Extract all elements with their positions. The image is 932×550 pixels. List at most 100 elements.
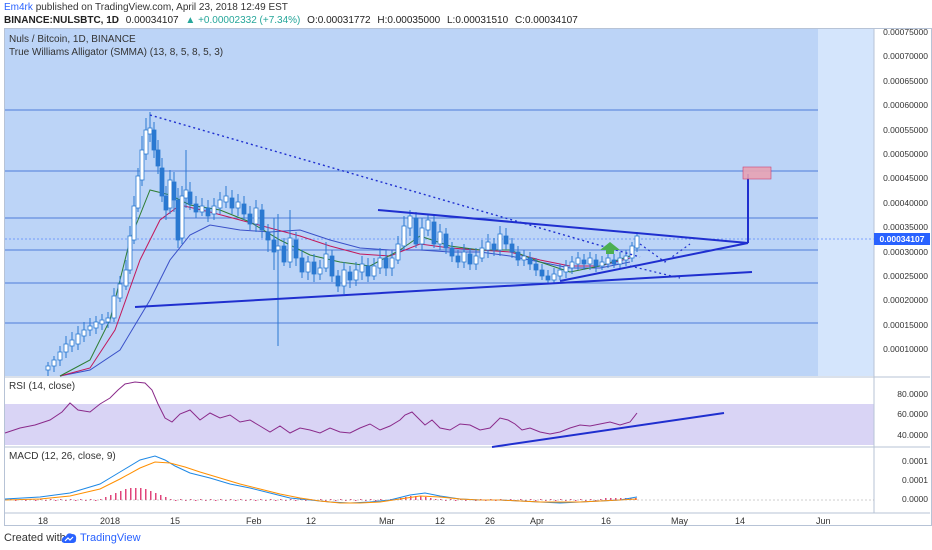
macd-hist-bar: [535, 500, 537, 501]
rsi-legend[interactable]: RSI (14, close): [9, 381, 76, 392]
macd-hist-bar: [295, 500, 297, 501]
macd-hist-bar: [55, 500, 57, 501]
candle-body: [569, 261, 575, 269]
macd-hist-bar: [270, 499, 272, 500]
publish-text: published on TradingView.com, April 23, …: [35, 2, 288, 13]
candle-body: [443, 233, 449, 249]
triangle-upper-line: [377, 209, 749, 244]
macd-hist-bar: [530, 499, 532, 500]
up-arrow-icon: [600, 242, 620, 254]
macd-hist-bar: [105, 497, 107, 500]
macd-hist-bar: [410, 496, 412, 500]
macd-hist-bar: [355, 500, 357, 501]
candle-body: [147, 127, 153, 135]
macd-legend[interactable]: MACD (12, 26, close, 9): [9, 451, 116, 462]
macd-hist-bar: [615, 498, 617, 500]
macd-hist-bar: [260, 499, 262, 500]
macd-hist-bar: [375, 500, 377, 501]
macd-hist-bar: [305, 500, 307, 501]
tradingview-brand-link[interactable]: TradingView: [80, 532, 141, 544]
rsi-axis-tick: 80.0000: [897, 389, 928, 399]
candle-body: [199, 205, 205, 213]
candle-body: [127, 235, 133, 271]
candle-body: [407, 215, 413, 229]
tradingview-logo-icon[interactable]: [60, 531, 78, 545]
triangle-lower-line: [559, 242, 749, 282]
candle-body: [467, 253, 473, 265]
candle-body: [401, 225, 407, 247]
publish-info: Em4rk published on TradingView.com, Apri…: [4, 2, 288, 13]
price-axis-tick: 0.00070000: [883, 51, 928, 62]
macd-hist-bar: [595, 500, 597, 501]
macd-hist-bar: [85, 500, 87, 501]
candle-body: [131, 205, 137, 241]
price-axis-tick: 0.00045000: [883, 173, 928, 184]
macd-hist-bar: [60, 499, 62, 500]
candle-body: [509, 243, 515, 253]
macd-hist-bar: [520, 499, 522, 500]
candle-body: [51, 359, 57, 367]
time-axis-tick: 12: [435, 516, 446, 526]
macd-hist-bar: [280, 499, 282, 500]
candle-body: [259, 209, 265, 231]
low-label: L:: [446, 15, 456, 26]
high-value: 0.00035000: [387, 15, 441, 26]
macd-hist-bar: [525, 500, 527, 501]
macd-signal-line: [4, 461, 638, 504]
macd-hist-bar: [155, 493, 157, 500]
candle-body: [359, 263, 365, 273]
candle-body: [69, 339, 75, 347]
macd-hist-bar: [35, 500, 37, 501]
macd-axis-tick: 0.0000: [902, 494, 928, 504]
candle-body: [587, 257, 593, 265]
candle-body: [271, 239, 277, 253]
candle-body: [135, 175, 141, 209]
macd-hist-bar: [575, 500, 577, 501]
macd-hist-bar: [370, 499, 372, 500]
time-axis-tick: 16: [601, 516, 612, 526]
macd-hist-bar: [175, 500, 177, 501]
candle-body: [527, 257, 533, 265]
close-label: C:: [514, 15, 525, 26]
candle-body: [217, 199, 223, 209]
projection-dotted-2: [629, 265, 681, 279]
candle-body: [241, 203, 247, 215]
time-axis-tick: 12: [306, 516, 317, 526]
candle-body: [593, 259, 599, 267]
candle-body: [383, 257, 389, 269]
price-pane-future-bg: [818, 29, 874, 376]
author-link[interactable]: Em4rk: [4, 2, 33, 13]
price-axis-tick: 0.00040000: [883, 197, 928, 208]
candle-body: [377, 257, 383, 269]
macd-hist-bar: [425, 497, 427, 500]
time-axis-tick: May: [671, 516, 689, 526]
candle-body: [629, 245, 635, 259]
candle-body: [287, 237, 293, 263]
macd-hist-bar: [210, 499, 212, 500]
macd-hist-bar: [70, 499, 72, 500]
price-axis-tick: 0.00035000: [883, 222, 928, 233]
candle-body: [521, 255, 527, 261]
macd-hist-bar: [185, 500, 187, 501]
candle-body: [557, 269, 563, 277]
price-axis-tick: 0.00050000: [883, 149, 928, 159]
macd-hist-bar: [255, 500, 257, 501]
macd-hist-bar: [415, 496, 417, 500]
footer: Created with TradingView: [0, 528, 932, 550]
time-axis-tick: 14: [735, 516, 746, 526]
candle-body: [371, 265, 377, 277]
open-label: O:: [307, 15, 318, 26]
main-pane-title: Nuls / Bitcoin, 1D, BINANCE: [9, 34, 136, 45]
macd-pane-bg: [5, 448, 874, 512]
price-axis-tick: 0.00060000: [883, 100, 928, 111]
candle-body: [431, 221, 437, 245]
candle-body: [183, 189, 189, 199]
long-support-line: [134, 271, 753, 308]
candle-body: [437, 231, 443, 245]
macd-hist-bar: [340, 499, 342, 500]
alligator-legend[interactable]: True Williams Alligator (SMMA) (13, 8, 5…: [9, 47, 224, 58]
macd-hist-bar: [435, 499, 437, 500]
macd-hist-bar: [510, 499, 512, 500]
macd-hist-bar: [570, 499, 572, 500]
